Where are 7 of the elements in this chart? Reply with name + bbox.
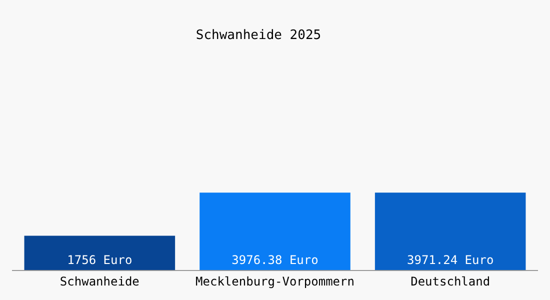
data-label: 3971.24 Euro (406, 253, 494, 267)
x-tick-label: Deutschland (410, 274, 490, 288)
x-tick-label: Schwanheide (60, 274, 140, 288)
data-label: 3976.38 Euro (232, 253, 318, 267)
data-label: 1756 Euro (67, 253, 132, 267)
chart-title: Schwanheide 2025 (196, 28, 322, 44)
x-tick-label: Mecklenburg-Vorpommern (196, 274, 354, 288)
